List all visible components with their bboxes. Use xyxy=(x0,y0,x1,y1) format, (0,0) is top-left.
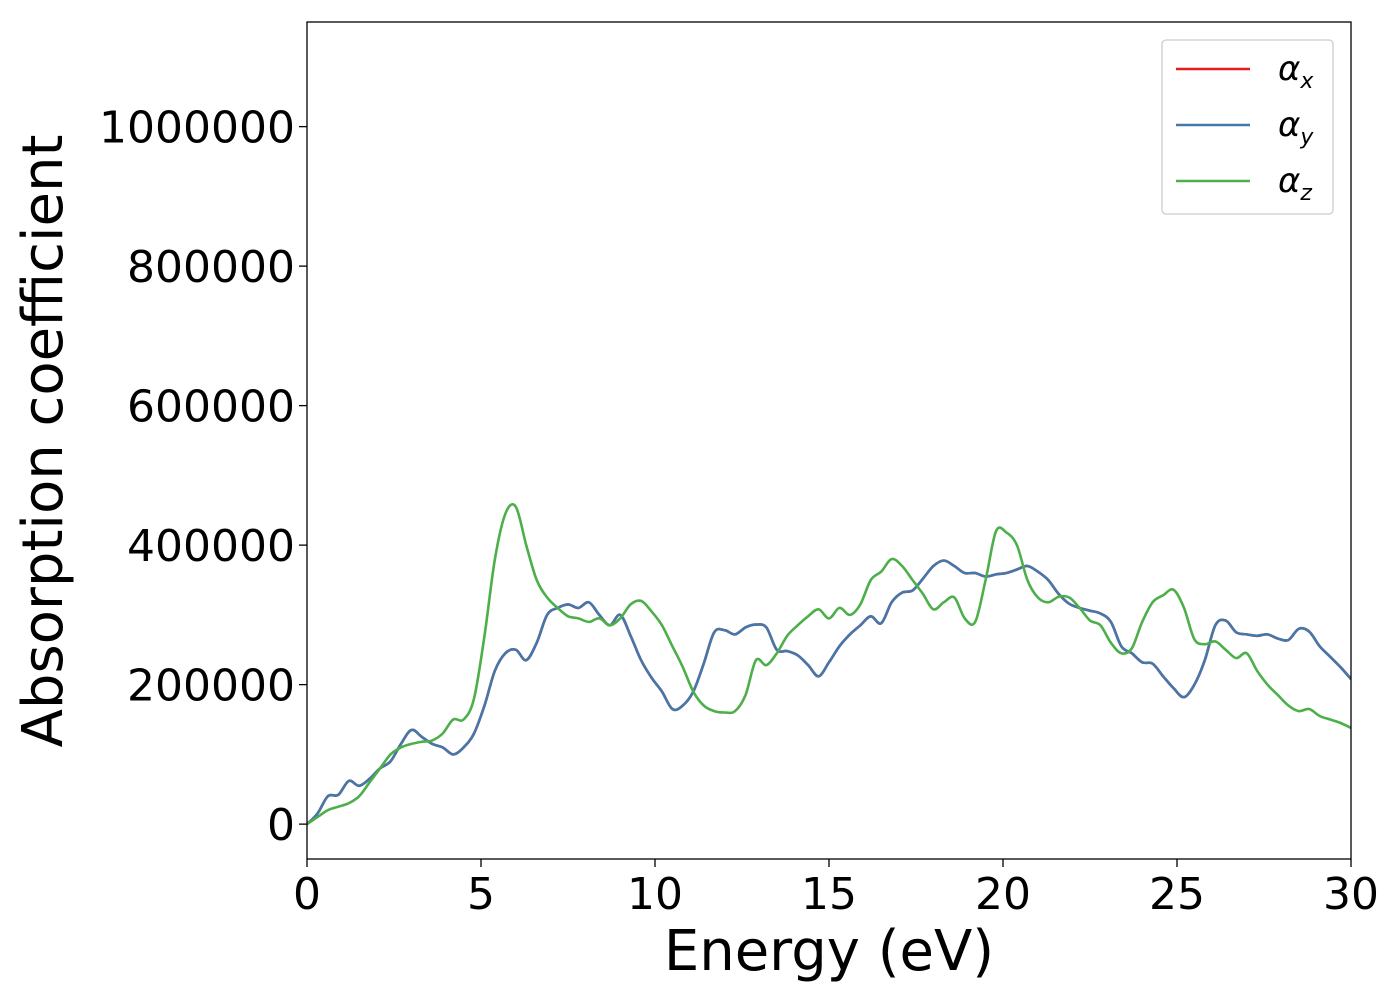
y-tick-label: 600000 xyxy=(127,382,295,433)
series-line-z xyxy=(307,503,1351,826)
y-tick-label: 800000 xyxy=(127,242,295,293)
x-tick-label: 0 xyxy=(293,869,321,920)
legend-label-x: αx xyxy=(1278,49,1314,94)
x-tick-label: 5 xyxy=(467,869,495,920)
series-layer xyxy=(307,503,1351,826)
series-line-y xyxy=(307,559,1351,826)
legend-box xyxy=(1161,39,1334,215)
y-tick-label: 0 xyxy=(267,800,295,851)
y-axis-title: Absorption coefficient xyxy=(11,135,76,748)
y-tick-label: 400000 xyxy=(127,521,295,572)
x-tick-label: 15 xyxy=(801,869,857,920)
y-axis-ticks: 0 200000 400000 600000 800000 1000000 xyxy=(99,103,307,851)
x-tick-label: 10 xyxy=(627,869,683,920)
x-axis-title: Energy (eV) xyxy=(664,919,994,984)
x-tick-label: 25 xyxy=(1149,869,1205,920)
x-tick-label: 30 xyxy=(1323,869,1379,920)
legend-label-z: αz xyxy=(1278,161,1312,206)
x-axis-ticks: 0 5 10 15 20 25 30 xyxy=(293,859,1379,920)
y-tick-label: 200000 xyxy=(127,661,295,712)
y-tick-label: 1000000 xyxy=(99,103,295,154)
legend: αx αy αz xyxy=(1161,39,1334,215)
legend-label-y: αy xyxy=(1278,105,1314,150)
legend-entries: αx αy αz xyxy=(1176,49,1314,206)
x-tick-label: 20 xyxy=(975,869,1031,920)
